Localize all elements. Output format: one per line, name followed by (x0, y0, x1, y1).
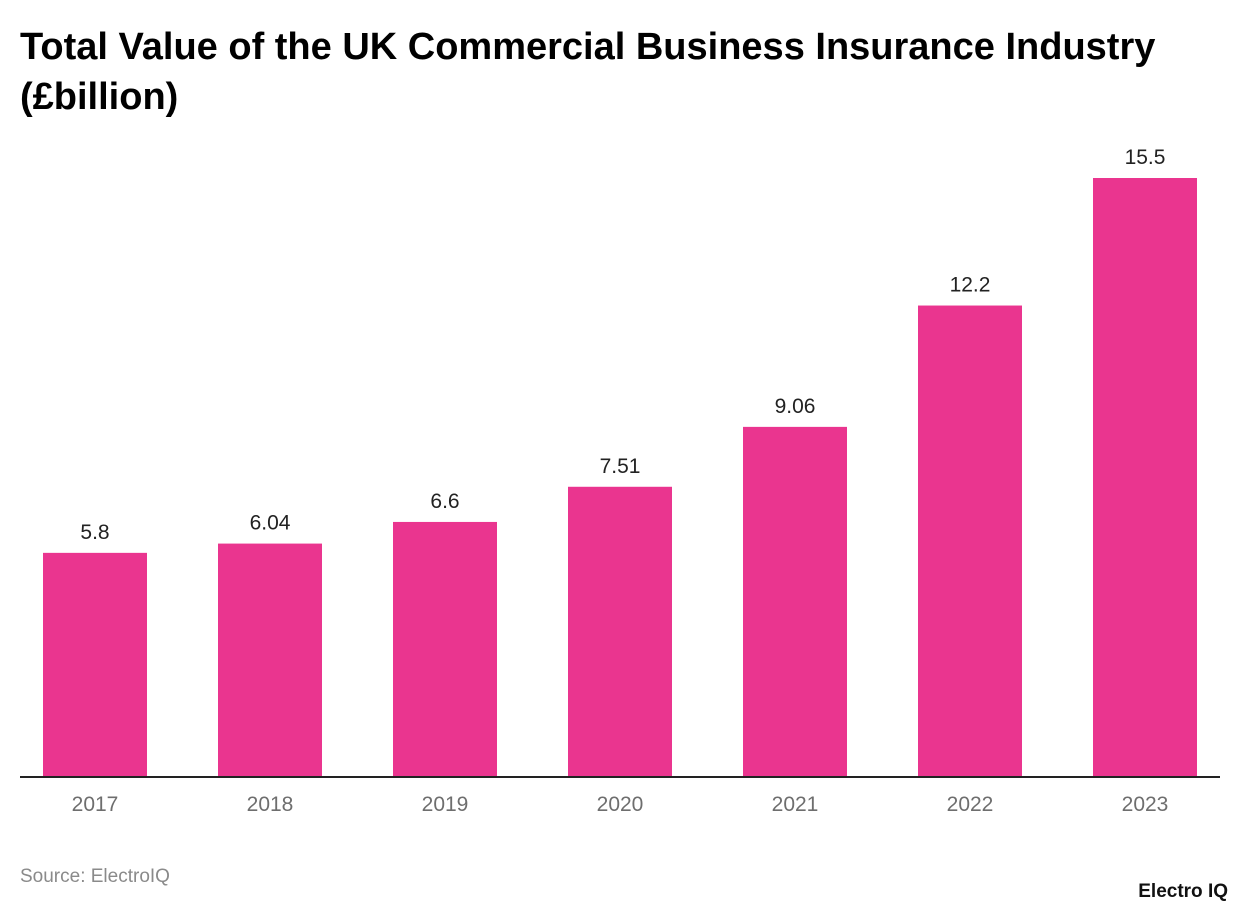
bar-2022 (918, 305, 1022, 777)
data-label-2017: 5.8 (80, 521, 109, 544)
data-label-2021: 9.06 (775, 395, 816, 418)
bar-2021 (743, 426, 847, 777)
source-note: Source: ElectroIQ (20, 866, 170, 887)
data-label-2018: 6.04 (250, 512, 291, 535)
bar-2023 (1093, 178, 1197, 777)
x-tick-label: 2017 (72, 793, 119, 816)
data-label-2023: 15.5 (1125, 146, 1166, 169)
chart-title: Total Value of the UK Commercial Busines… (20, 26, 1156, 118)
x-tick-label: 2018 (247, 793, 294, 816)
x-tick-label: 2023 (1122, 793, 1169, 816)
data-label-2020: 7.51 (600, 455, 641, 478)
bar-2019 (393, 521, 497, 777)
bar-2020 (568, 486, 672, 777)
x-tick-label: 2019 (422, 793, 469, 816)
bar-2017 (43, 552, 147, 777)
x-tick-label: 2022 (947, 793, 994, 816)
x-tick-label: 2021 (772, 793, 819, 816)
data-label-2022: 12.2 (950, 274, 991, 297)
x-tick-label: 2020 (597, 793, 644, 816)
bar-2018 (218, 543, 322, 777)
data-label-2019: 6.6 (430, 490, 459, 513)
electroiq-logo: Electro IQ (1138, 881, 1228, 902)
